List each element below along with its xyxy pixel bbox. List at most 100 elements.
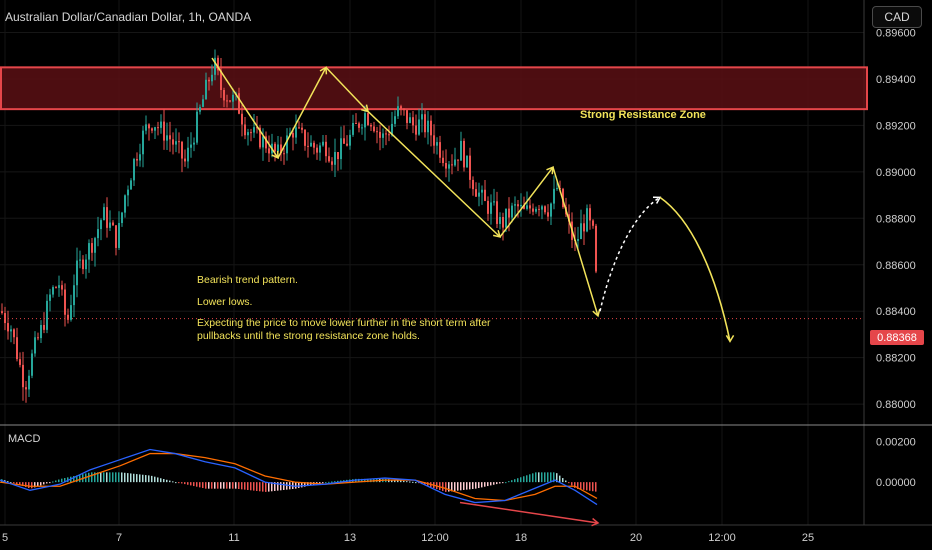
candle-body: [280, 144, 282, 154]
macd-histogram-bar: [46, 482, 48, 484]
candle-body: [220, 70, 222, 90]
candle-body: [238, 93, 240, 114]
macd-histogram-bar: [202, 482, 204, 489]
macd-histogram-bar: [304, 482, 306, 487]
macd-histogram-bar: [58, 479, 60, 483]
macd-histogram-bar: [298, 482, 300, 489]
macd-histogram-bar: [331, 481, 333, 483]
candle-body: [22, 364, 24, 388]
candle-body: [178, 141, 180, 143]
target-path: [659, 196, 731, 342]
candle-body: [55, 287, 57, 289]
macd-histogram-bar: [424, 482, 426, 486]
y-tick-label: 0.89000: [876, 167, 916, 179]
candle-body: [244, 124, 246, 136]
macd-histogram-bar: [130, 473, 132, 483]
y-tick-label: 0.89400: [876, 74, 916, 86]
macd-histogram-bar: [400, 480, 402, 483]
candle-body: [295, 127, 297, 138]
macd-histogram-bar: [268, 482, 270, 492]
candle-body: [34, 337, 36, 354]
candle-body: [94, 238, 96, 253]
macd-histogram-bar: [589, 482, 591, 491]
macd-histogram-bar: [283, 482, 285, 490]
macd-histogram-bar: [580, 482, 582, 490]
candle-body: [595, 225, 597, 272]
macd-histogram-bar: [100, 472, 102, 483]
candle-body: [73, 285, 75, 306]
candle-body: [382, 133, 384, 138]
candle-body: [367, 113, 369, 125]
candle-body: [157, 127, 159, 129]
candle-body: [391, 123, 393, 136]
candle-body: [541, 206, 543, 210]
pattern-line: [552, 166, 599, 317]
candle-body: [331, 161, 333, 165]
macd-histogram-bar: [490, 482, 492, 486]
candle-body: [160, 121, 162, 128]
macd-histogram-bar: [193, 482, 195, 487]
macd-histogram-bar: [520, 477, 522, 483]
candle-body: [163, 121, 165, 141]
candle-body: [262, 136, 264, 148]
macd-histogram-bar: [475, 482, 477, 489]
candle-body: [79, 259, 81, 261]
candle-body: [442, 157, 444, 164]
candle-body: [364, 113, 366, 128]
macd-histogram-bar: [262, 482, 264, 492]
candle-body: [187, 147, 189, 162]
candle-body: [205, 79, 207, 100]
target-arrowhead: [725, 335, 735, 343]
candle-body: [412, 117, 414, 126]
candle-body: [502, 217, 504, 228]
candle-body: [325, 141, 327, 157]
candle-body: [274, 143, 276, 152]
macd-histogram-bar: [109, 472, 111, 483]
candle-body: [193, 142, 195, 145]
candle-body: [508, 208, 510, 218]
pattern-arrowhead: [319, 66, 328, 75]
candle-body: [385, 133, 387, 135]
macd-histogram-bar: [538, 472, 540, 483]
macd-histogram-bar: [37, 482, 39, 487]
macd-histogram-bar: [478, 482, 480, 489]
candle-body: [52, 287, 54, 295]
macd-histogram-bar: [553, 472, 555, 483]
candle-body: [304, 129, 306, 146]
candle-body: [538, 208, 540, 210]
candle-body: [265, 136, 267, 149]
macd-histogram-bar: [532, 473, 534, 483]
macd-histogram-bar: [403, 480, 405, 483]
macd-histogram-bar: [484, 482, 486, 487]
macd-histogram-bar: [595, 482, 597, 492]
macd-histogram-bar: [364, 478, 366, 483]
macd-histogram-bar: [550, 472, 552, 483]
y-tick-label: 0.89600: [876, 28, 916, 40]
candle-body: [343, 138, 345, 144]
macd-histogram-bar: [502, 482, 504, 484]
candle-body: [319, 145, 321, 153]
pattern-arrowhead: [493, 229, 502, 238]
macd-histogram-bar: [208, 482, 210, 489]
candle-body: [556, 188, 558, 190]
macd-histogram-bar: [226, 482, 228, 489]
candle-body: [151, 128, 153, 131]
macd-histogram-bar: [535, 472, 537, 483]
macd-histogram-bar: [40, 482, 42, 486]
candle-body: [370, 124, 372, 127]
macd-histogram-bar: [562, 478, 564, 483]
candle-body: [28, 375, 30, 390]
x-tick-label: 18: [515, 532, 527, 544]
macd-histogram-bar: [295, 482, 297, 489]
candle-body: [334, 152, 336, 165]
macd-histogram-bar: [64, 478, 66, 483]
macd-histogram-bar: [454, 482, 456, 491]
candle-body: [523, 204, 525, 209]
currency-button[interactable]: CAD: [872, 6, 922, 28]
macd-histogram-bar: [361, 478, 363, 483]
candle-body: [454, 159, 456, 166]
macd-histogram-bar: [232, 482, 234, 489]
macd-histogram-bar: [565, 480, 567, 483]
